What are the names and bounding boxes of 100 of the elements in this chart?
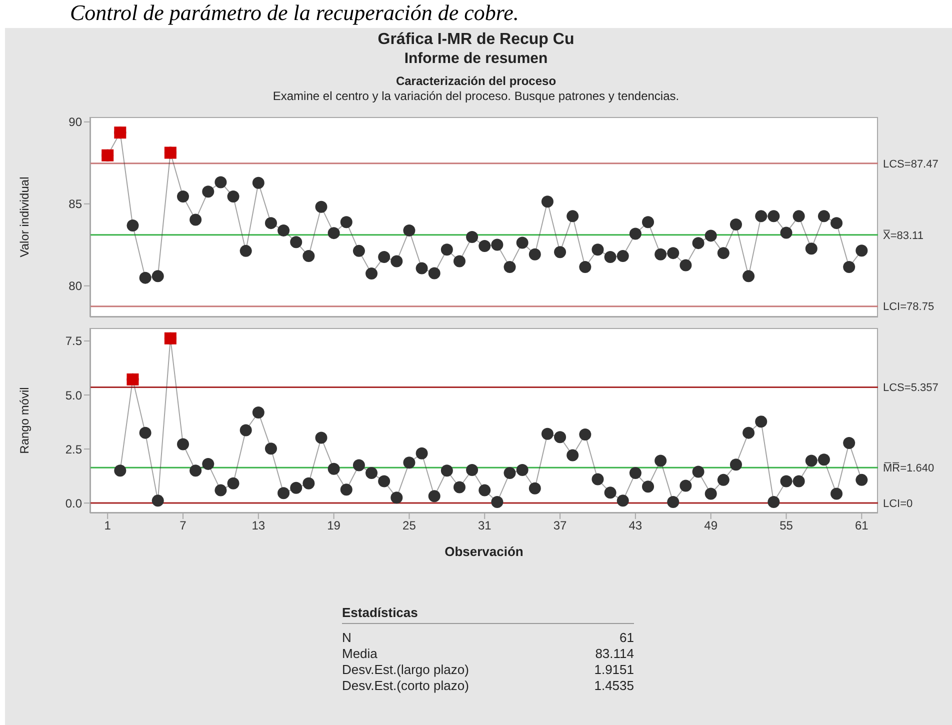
point <box>264 442 277 455</box>
point <box>491 496 504 508</box>
y-tick-label: 0.0 <box>65 496 82 510</box>
text: 83.114 <box>595 646 634 662</box>
point <box>504 261 516 273</box>
y-tick-label: 90 <box>68 115 82 130</box>
point <box>202 458 214 470</box>
point <box>278 224 290 236</box>
x-tick-label: 43 <box>628 518 642 533</box>
point <box>818 454 830 466</box>
point <box>403 456 416 469</box>
point <box>428 490 440 502</box>
y-tick-label: 5.0 <box>65 388 82 402</box>
point <box>554 431 566 444</box>
point <box>704 230 717 242</box>
x-tick-label: 7 <box>180 518 187 533</box>
point <box>780 226 792 239</box>
point <box>717 474 730 486</box>
y-tick-label: 80 <box>68 279 82 294</box>
point <box>528 482 541 494</box>
point <box>139 272 152 284</box>
point <box>629 467 642 480</box>
point <box>830 217 843 230</box>
y-axis-title: Rango móvil <box>17 387 32 454</box>
text: Caracterización del proceso <box>394 74 558 89</box>
point <box>792 475 805 488</box>
point <box>692 237 704 250</box>
point <box>554 246 566 258</box>
point <box>692 466 704 478</box>
point <box>177 438 189 450</box>
text: 61 <box>620 630 634 646</box>
y-tick-label: 7.5 <box>65 334 82 348</box>
chart-title: Gráfica I-MR de Recup Cu <box>376 30 576 49</box>
point <box>680 480 692 492</box>
point <box>491 238 504 251</box>
point <box>126 220 139 232</box>
x-axis-title: Observación <box>444 544 524 559</box>
point <box>830 488 843 500</box>
point <box>730 218 742 231</box>
point <box>352 244 365 257</box>
point <box>252 176 264 189</box>
point <box>704 488 717 500</box>
point <box>453 255 466 268</box>
point <box>667 496 680 508</box>
ref-line-label: LCI=0 <box>883 498 913 510</box>
point <box>227 190 240 203</box>
point <box>290 482 302 494</box>
point <box>390 492 403 504</box>
point <box>390 255 403 268</box>
point <box>616 494 629 507</box>
x-tick-label: 37 <box>553 518 568 533</box>
point <box>190 214 202 226</box>
point <box>504 467 516 480</box>
point <box>264 217 277 230</box>
point <box>366 268 378 280</box>
text: 1.4535 <box>594 678 634 694</box>
text: Media <box>342 646 378 662</box>
point <box>352 459 365 472</box>
point <box>768 496 780 508</box>
point <box>742 426 755 439</box>
point <box>278 487 290 500</box>
x-tick-label: 19 <box>327 518 341 533</box>
point <box>453 481 466 494</box>
point <box>114 464 126 477</box>
point <box>780 475 792 488</box>
point <box>516 236 528 249</box>
point <box>604 251 616 263</box>
point <box>768 210 780 222</box>
point <box>667 247 680 260</box>
point <box>604 486 616 499</box>
point <box>579 261 592 273</box>
x-tick-label: 49 <box>704 518 718 533</box>
point <box>252 406 264 419</box>
point <box>843 436 856 449</box>
x-tick-label: 31 <box>478 518 492 533</box>
x-tick-label: 55 <box>780 518 794 533</box>
point <box>290 236 302 248</box>
point <box>466 464 478 476</box>
point <box>315 200 328 213</box>
point <box>478 484 491 496</box>
point <box>478 240 491 252</box>
point <box>240 424 252 436</box>
point <box>818 210 830 222</box>
x-tick-label: 61 <box>854 518 869 533</box>
point <box>340 484 352 496</box>
point <box>730 458 742 471</box>
point <box>440 464 453 477</box>
point <box>642 216 654 228</box>
point <box>466 231 478 243</box>
point <box>240 244 252 257</box>
point <box>416 262 428 274</box>
point <box>742 270 755 282</box>
point <box>592 244 604 256</box>
text: Examine el centro y la variación del proceso. Busque patrones y tendencias. <box>272 89 680 104</box>
point <box>152 270 164 282</box>
text: Desv.Est.(largo plazo) <box>342 662 469 678</box>
point <box>654 454 667 467</box>
point <box>328 462 340 475</box>
point <box>416 447 428 460</box>
point <box>856 244 868 257</box>
